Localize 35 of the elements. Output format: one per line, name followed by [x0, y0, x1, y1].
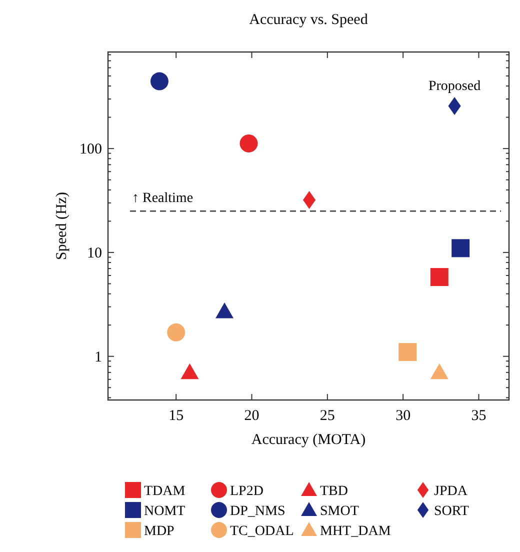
ref-line-label: ↑ Realtime — [132, 191, 194, 206]
point — [430, 268, 448, 286]
legend-label: NOMT — [144, 504, 186, 519]
legend-label: SMOT — [320, 504, 360, 519]
legend-label: LP2D — [230, 484, 264, 499]
y-tick-label: 10 — [87, 245, 102, 262]
point — [448, 96, 461, 115]
point — [452, 239, 470, 258]
x-tick-label: 25 — [320, 408, 335, 424]
legend-label: JPDA — [434, 484, 468, 499]
legend-label: TBD — [320, 484, 348, 499]
legend-label: TDAM — [144, 484, 186, 499]
point — [398, 343, 417, 362]
point — [167, 323, 186, 342]
point — [240, 134, 258, 152]
legend-label: SORT — [434, 504, 470, 519]
point — [150, 72, 168, 90]
annotation: Proposed — [428, 78, 481, 94]
x-axis-title: Accuracy (MOTA) — [251, 432, 366, 448]
x-tick-label: 15 — [168, 408, 184, 424]
point — [302, 190, 316, 209]
legend-label: MHT_DAM — [320, 524, 392, 539]
point — [180, 363, 199, 380]
y-tick-label: 100 — [80, 142, 102, 158]
legend-label: DP_NMS — [230, 504, 286, 519]
point — [430, 363, 448, 380]
y-tick-label: 1 — [94, 349, 102, 366]
chart-title: Accuracy vs. Speed — [249, 12, 368, 28]
x-tick-label: 30 — [396, 408, 411, 424]
point — [216, 302, 234, 318]
x-tick-label: 20 — [244, 408, 260, 424]
legend-label: MDP — [144, 524, 175, 539]
x-tick-label: 35 — [471, 408, 486, 424]
y-axis-title: Speed (Hz) — [54, 192, 70, 260]
legend-label: TC_ODAL — [230, 524, 294, 539]
